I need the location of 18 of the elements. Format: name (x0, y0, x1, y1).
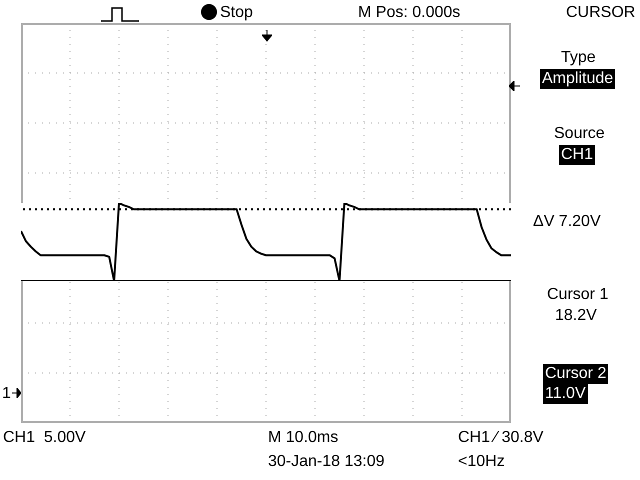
text: CURSOR (566, 3, 636, 23)
text: Source (554, 124, 605, 144)
text: CH1 ∕ 30.8V (458, 428, 544, 448)
text: Cursor 2 (543, 364, 608, 384)
text: M Pos: 0.000s (358, 3, 460, 23)
text: ΔV 7.20V (533, 212, 601, 232)
text: M 10.0ms (268, 428, 338, 448)
text: <10Hz (458, 452, 505, 472)
text: Amplitude (540, 69, 616, 89)
text: 18.2V (555, 306, 597, 326)
text: CH1 5.00V (3, 428, 86, 448)
text: 1 (2, 384, 11, 404)
text: 11.0V (543, 384, 588, 404)
text: Type (561, 48, 596, 68)
text: Cursor 1 (547, 285, 608, 305)
text: 30-Jan-18 13:09 (268, 452, 385, 472)
text: CH1 (559, 145, 596, 165)
text: Stop (220, 3, 253, 23)
